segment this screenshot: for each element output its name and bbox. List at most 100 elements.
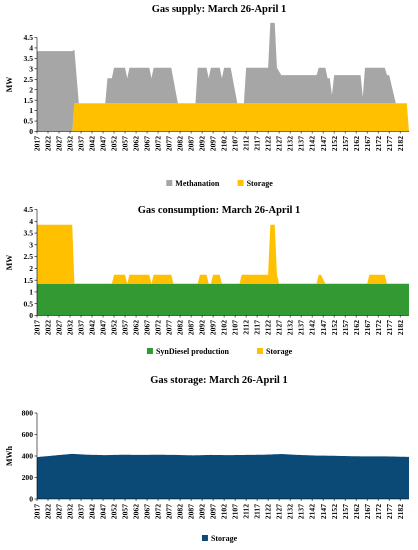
y-tick-label: 0.5 (24, 117, 34, 126)
legend-label: Storage (266, 347, 293, 356)
x-tick-label: 2157 (341, 504, 350, 519)
y-axis-label: MW (5, 255, 14, 271)
x-tick-label: 2047 (99, 136, 108, 151)
y-tick-label: 0 (29, 127, 33, 136)
x-tick-label: 2132 (286, 504, 295, 519)
y-tick-label: 1 (29, 288, 33, 297)
x-tick-label: 2172 (374, 320, 383, 335)
x-tick-label: 2022 (44, 504, 53, 519)
y-tick-label: 1.5 (24, 276, 34, 285)
x-tick-label: 2162 (352, 320, 361, 335)
x-tick-label: 2042 (88, 320, 97, 335)
x-tick-label: 2072 (154, 504, 163, 519)
x-tick-label: 2087 (187, 136, 196, 151)
chart-title: Gas storage: March 26-April 1 (150, 375, 287, 386)
x-tick-label: 2182 (396, 504, 405, 519)
legend-swatch (237, 180, 244, 186)
x-tick-label: 2032 (66, 504, 75, 519)
x-tick-label: 2027 (55, 320, 64, 335)
x-tick-label: 2032 (66, 320, 75, 335)
x-tick-label: 2177 (385, 320, 394, 335)
x-tick-label: 2067 (143, 136, 152, 151)
x-tick-label: 2147 (319, 504, 328, 519)
y-tick-label: 3.5 (24, 229, 34, 238)
x-tick-label: 2162 (352, 136, 361, 151)
chart-title: Gas consumption: March 26-April 1 (138, 205, 301, 216)
x-tick-label: 2132 (286, 320, 295, 335)
x-tick-label: 2092 (198, 320, 207, 335)
x-tick-label: 2167 (363, 320, 372, 335)
x-tick-label: 2152 (330, 320, 339, 335)
legend-swatch (166, 180, 173, 186)
y-axis-label: MWh (5, 445, 14, 466)
y-tick-label: 3 (29, 64, 33, 73)
x-tick-label: 2122 (264, 504, 273, 519)
series-area-storage (37, 103, 409, 132)
x-tick-label: 2052 (110, 504, 119, 519)
series-area-storage (37, 224, 409, 284)
x-tick-label: 2027 (55, 504, 64, 519)
y-tick-label: 4.5 (24, 33, 34, 42)
x-tick-label: 2107 (231, 136, 240, 151)
y-tick-label: 2.5 (24, 75, 34, 84)
series-area-methanation (37, 22, 409, 132)
x-tick-label: 2107 (231, 320, 240, 335)
y-tick-label: 1 (29, 106, 33, 115)
x-tick-label: 2052 (110, 320, 119, 335)
x-tick-label: 2147 (319, 320, 328, 335)
x-tick-label: 2112 (242, 320, 251, 335)
y-tick-label: 0.5 (24, 299, 34, 308)
x-tick-label: 2047 (99, 320, 108, 335)
y-tick-label: 4 (29, 217, 33, 226)
x-tick-label: 2062 (132, 320, 141, 335)
chart-title: Gas supply: March 26-April 1 (152, 4, 287, 15)
x-tick-label: 2087 (187, 320, 196, 335)
y-tick-label: 4.5 (24, 205, 34, 214)
x-tick-label: 2102 (220, 504, 229, 519)
x-tick-label: 2077 (165, 320, 174, 335)
x-tick-label: 2142 (308, 504, 317, 519)
x-tick-label: 2037 (77, 136, 86, 151)
x-tick-label: 2112 (242, 504, 251, 519)
x-tick-label: 2117 (253, 320, 262, 335)
legend-label: Methanation (175, 179, 220, 188)
x-tick-label: 2077 (165, 504, 174, 519)
legend-swatch (256, 348, 263, 354)
x-tick-label: 2032 (66, 136, 75, 151)
series-area-storage (37, 453, 409, 499)
x-tick-label: 2172 (374, 136, 383, 151)
y-tick-label: 3.5 (24, 54, 34, 63)
gas-storage-chart: Gas storage: March 26-April 1 0 200 400 600 8… (5, 375, 409, 543)
x-tick-label: 2067 (143, 504, 152, 519)
x-tick-label: 2182 (396, 136, 405, 151)
x-tick-label: 2127 (275, 320, 284, 335)
x-tick-label: 2082 (176, 320, 185, 335)
x-tick-label: 2137 (297, 320, 306, 335)
legend-label: Storage (211, 534, 238, 543)
x-tick-label: 2092 (198, 504, 207, 519)
y-tick-label: 600 (22, 430, 34, 439)
x-tick-label: 2037 (77, 320, 86, 335)
gas-supply-chart: Gas supply: March 26-April 1 00.5 11.5 22.5… (5, 4, 409, 188)
x-tick-label: 2057 (121, 320, 130, 335)
x-tick-label: 2137 (297, 504, 306, 519)
x-tick-label: 2087 (187, 504, 196, 519)
x-tick-label: 2137 (297, 136, 306, 151)
y-tick-label: 2.5 (24, 252, 34, 261)
x-tick-label: 2062 (132, 504, 141, 519)
x-tick-label: 2157 (341, 136, 350, 151)
x-tick-label: 2117 (253, 504, 262, 519)
y-tick-label: 1.5 (24, 96, 34, 105)
y-tick-label: 0 (29, 495, 33, 504)
x-tick-label: 2022 (44, 136, 53, 151)
x-tick-label: 2122 (264, 136, 273, 151)
x-tick-label: 2132 (286, 136, 295, 151)
x-tick-label: 2157 (341, 320, 350, 335)
y-tick-label: 0 (29, 311, 33, 320)
y-tick-label: 4 (29, 44, 33, 53)
x-tick-label: 2047 (99, 504, 108, 519)
x-tick-label: 2117 (253, 136, 262, 151)
x-tick-label: 2182 (396, 320, 405, 335)
x-tick-label: 2062 (132, 136, 141, 151)
